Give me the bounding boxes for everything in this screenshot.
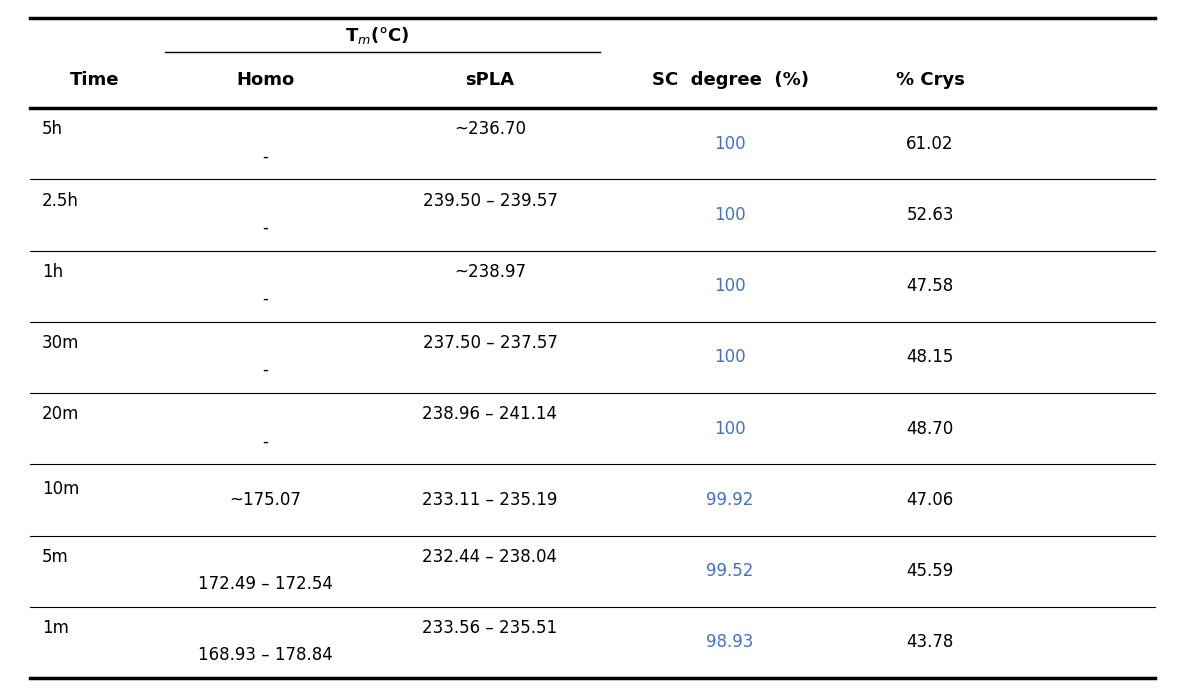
Text: 47.06: 47.06 [907, 491, 954, 509]
Text: T$_m$(°C): T$_m$(°C) [345, 24, 410, 46]
Text: 48.70: 48.70 [907, 420, 954, 438]
Text: ~236.70: ~236.70 [454, 120, 526, 138]
Text: 100: 100 [715, 277, 745, 295]
Text: 233.11 – 235.19: 233.11 – 235.19 [422, 491, 558, 509]
Text: 172.49 – 172.54: 172.49 – 172.54 [198, 575, 333, 593]
Text: Homo: Homo [236, 71, 294, 89]
Text: % Crys: % Crys [896, 71, 965, 89]
Text: 30m: 30m [41, 334, 79, 352]
Text: 99.52: 99.52 [706, 562, 754, 580]
Text: 61.02: 61.02 [907, 135, 954, 153]
Text: 100: 100 [715, 420, 745, 438]
Text: 5m: 5m [41, 548, 69, 566]
Text: 2.5h: 2.5h [41, 192, 79, 210]
Text: 100: 100 [715, 135, 745, 153]
Text: 100: 100 [715, 348, 745, 366]
Text: 10m: 10m [41, 480, 79, 498]
Text: -: - [262, 361, 268, 379]
Text: 238.96 – 241.14: 238.96 – 241.14 [423, 405, 557, 423]
Text: 1m: 1m [41, 619, 69, 637]
Text: 168.93 – 178.84: 168.93 – 178.84 [198, 646, 332, 664]
Text: ~238.97: ~238.97 [454, 263, 526, 281]
Text: 98.93: 98.93 [706, 634, 754, 652]
Text: 43.78: 43.78 [907, 634, 954, 652]
Text: -: - [262, 432, 268, 450]
Text: 233.56 – 235.51: 233.56 – 235.51 [422, 619, 558, 637]
Text: 5h: 5h [41, 120, 63, 138]
Text: -: - [262, 290, 268, 308]
Text: ~175.07: ~175.07 [229, 491, 301, 509]
Text: 239.50 – 239.57: 239.50 – 239.57 [423, 192, 557, 210]
Text: Time: Time [70, 71, 120, 89]
Text: 100: 100 [715, 206, 745, 224]
Text: 48.15: 48.15 [907, 348, 954, 366]
Text: 1h: 1h [41, 263, 63, 281]
Text: 99.92: 99.92 [706, 491, 754, 509]
Text: 47.58: 47.58 [907, 277, 954, 295]
Text: SC  degree  (%): SC degree (%) [652, 71, 808, 89]
Text: -: - [262, 219, 268, 237]
Text: 52.63: 52.63 [907, 206, 954, 224]
Text: sPLA: sPLA [466, 71, 514, 89]
Text: -: - [262, 147, 268, 165]
Text: 45.59: 45.59 [907, 562, 954, 580]
Text: 20m: 20m [41, 405, 79, 423]
Text: 232.44 – 238.04: 232.44 – 238.04 [423, 548, 557, 566]
Text: 237.50 – 237.57: 237.50 – 237.57 [423, 334, 557, 352]
